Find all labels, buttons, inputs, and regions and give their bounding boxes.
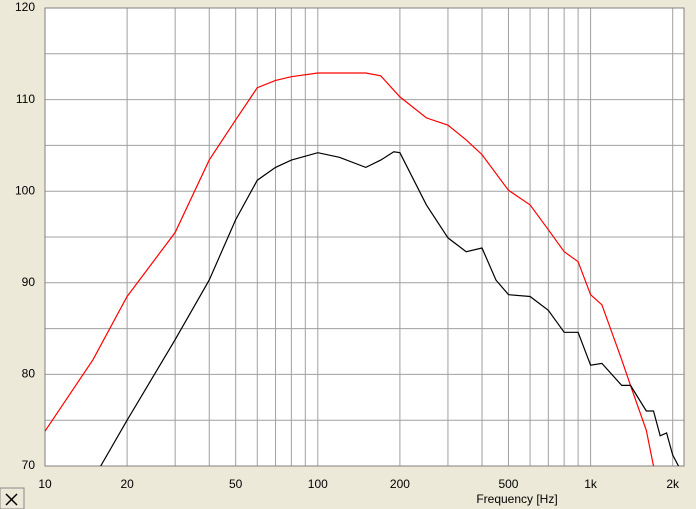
y-tick-label: 80 bbox=[22, 367, 36, 381]
close-icon[interactable] bbox=[0, 487, 25, 509]
x-axis-label: Frequency [Hz] bbox=[476, 492, 557, 506]
x-tick-label: 2k bbox=[666, 477, 680, 491]
response-line bbox=[45, 72, 655, 466]
y-tick-label: 100 bbox=[15, 183, 35, 197]
x-tick-label: 1k bbox=[584, 477, 598, 491]
y-tick-label: 70 bbox=[22, 458, 36, 472]
y-tick-label: 110 bbox=[16, 92, 35, 106]
x-tick-label: 10 bbox=[38, 477, 52, 491]
x-tick-label: 500 bbox=[498, 477, 518, 491]
response-line bbox=[100, 151, 680, 466]
x-tick-label: 200 bbox=[390, 477, 410, 491]
y-tick-label: 90 bbox=[22, 275, 36, 289]
lines bbox=[45, 72, 680, 466]
y-tick-label: 120 bbox=[15, 0, 35, 14]
x-tick-label: 50 bbox=[229, 477, 243, 491]
x-tick-label: 100 bbox=[308, 477, 328, 491]
plot-border bbox=[44, 7, 685, 467]
x-tick-label: 20 bbox=[120, 477, 134, 491]
